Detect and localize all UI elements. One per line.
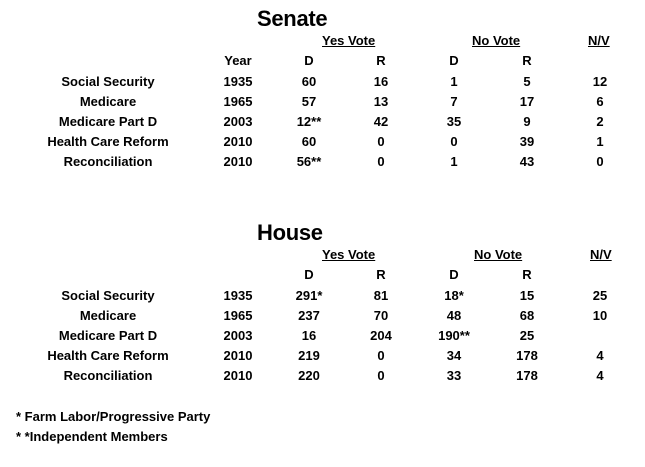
no-r-cell: 9: [523, 114, 531, 129]
year-cell: 2010: [223, 348, 253, 363]
no-r-cell: 17: [519, 94, 535, 109]
yes-d-cell: 60: [301, 134, 317, 149]
house-no-d-header: D: [449, 267, 459, 282]
house-no-r-header: R: [522, 267, 532, 282]
no-r-cell: 178: [516, 348, 538, 363]
row-label: Medicare: [79, 94, 137, 109]
year-cell: 1935: [223, 74, 253, 89]
house-yes-vote-header: Yes Vote: [322, 247, 376, 262]
yes-d-cell: 291*: [295, 288, 323, 303]
house-title: House: [257, 220, 323, 245]
yes-d-cell: 12**: [296, 114, 322, 129]
year-cell: 1935: [223, 288, 253, 303]
senate-yes-d-header: D: [304, 53, 314, 68]
row-label: Medicare: [79, 308, 137, 323]
senate-yes-r-header: R: [376, 53, 386, 68]
yes-d-cell: 56**: [296, 154, 322, 169]
row-label: Medicare Part D: [58, 114, 158, 129]
house-nv-header: N/V: [590, 247, 612, 262]
nv-cell: 0: [596, 154, 604, 169]
row-label: Medicare Part D: [58, 328, 158, 343]
no-d-cell: 7: [450, 94, 458, 109]
senate-title: Senate: [257, 6, 328, 31]
nv-cell: 2: [596, 114, 604, 129]
house-yes-d-header: D: [304, 267, 314, 282]
no-d-cell: 18*: [444, 288, 464, 303]
yes-r-cell: 42: [373, 114, 389, 129]
no-r-cell: 68: [519, 308, 535, 323]
yes-r-cell: 0: [377, 134, 385, 149]
no-r-cell: 39: [519, 134, 535, 149]
yes-d-cell: 60: [301, 74, 317, 89]
yes-d-cell: 237: [298, 308, 320, 323]
year-cell: 2010: [223, 154, 253, 169]
yes-r-cell: 81: [373, 288, 389, 303]
no-d-cell: 48: [446, 308, 462, 323]
no-d-cell: 34: [446, 348, 462, 363]
yes-r-cell: 13: [373, 94, 389, 109]
no-d-cell: 190**: [438, 328, 470, 343]
row-label: Reconciliation: [63, 154, 153, 169]
senate-no-r-header: R: [522, 53, 532, 68]
yes-r-cell: 204: [370, 328, 392, 343]
year-cell: 2010: [223, 368, 253, 383]
footnote-farm-labor: * Farm Labor/Progressive Party: [16, 409, 211, 424]
no-d-cell: 33: [446, 368, 462, 383]
year-cell: 1965: [223, 308, 253, 323]
yes-r-cell: 0: [377, 368, 385, 383]
no-d-cell: 1: [450, 74, 458, 89]
nv-cell: 6: [596, 94, 604, 109]
nv-cell: 10: [592, 308, 608, 323]
senate-nv-header: N/V: [588, 33, 610, 48]
senate-no-d-header: D: [449, 53, 459, 68]
senate-year-header: Year: [224, 53, 252, 68]
senate-no-vote-header: No Vote: [472, 33, 521, 48]
year-cell: 2003: [223, 114, 253, 129]
senate-yes-vote-header: Yes Vote: [322, 33, 376, 48]
yes-d-cell: 57: [301, 94, 317, 109]
nv-cell: 4: [596, 348, 604, 363]
footnote-independent: * *Independent Members: [16, 429, 168, 444]
house-no-vote-header: No Vote: [474, 247, 523, 262]
row-label: Health Care Reform: [47, 134, 169, 149]
year-cell: 1965: [223, 94, 253, 109]
no-r-cell: 178: [516, 368, 538, 383]
yes-r-cell: 70: [373, 308, 389, 323]
no-d-cell: 0: [450, 134, 458, 149]
no-d-cell: 35: [446, 114, 462, 129]
no-r-cell: 15: [519, 288, 535, 303]
year-cell: 2003: [223, 328, 253, 343]
row-label: Health Care Reform: [47, 348, 169, 363]
no-d-cell: 1: [450, 154, 458, 169]
nv-cell: 12: [592, 74, 608, 89]
nv-cell: 4: [596, 368, 604, 383]
yes-d-cell: 220: [298, 368, 320, 383]
yes-r-cell: 16: [373, 74, 389, 89]
house-yes-r-header: R: [376, 267, 386, 282]
yes-r-cell: 0: [377, 348, 385, 363]
row-label: Reconciliation: [63, 368, 153, 383]
yes-r-cell: 0: [377, 154, 385, 169]
yes-d-cell: 16: [301, 328, 317, 343]
nv-cell: 1: [596, 134, 604, 149]
year-cell: 2010: [223, 134, 253, 149]
yes-d-cell: 219: [298, 348, 320, 363]
no-r-cell: 43: [519, 154, 535, 169]
row-label: Social Security: [61, 288, 155, 303]
nv-cell: 25: [592, 288, 608, 303]
row-label: Social Security: [61, 74, 155, 89]
no-r-cell: 25: [519, 328, 535, 343]
no-r-cell: 5: [523, 74, 531, 89]
